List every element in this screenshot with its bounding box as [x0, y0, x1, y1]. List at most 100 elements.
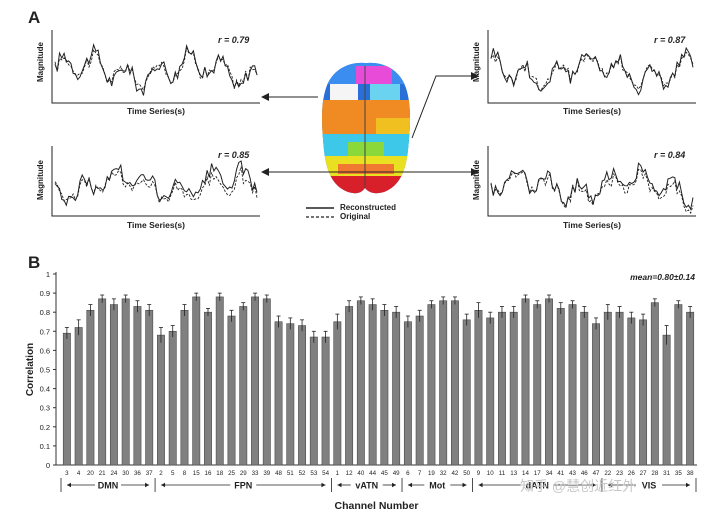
group-label: VIS: [642, 481, 657, 491]
legend-reconstructed: Reconstructed: [340, 203, 397, 212]
bar: [286, 323, 295, 466]
x-tick-label: 46: [581, 470, 588, 477]
x-tick-label: 28: [651, 470, 658, 477]
x-tick-label: 1: [336, 470, 340, 477]
bar: [345, 306, 354, 466]
x-tick-label: 18: [216, 470, 223, 477]
bar: [380, 309, 389, 466]
bar: [215, 296, 224, 466]
mean-annotation: mean=0.80±0.14: [630, 272, 695, 282]
watermark: 知乎 @慧创近红外: [520, 478, 637, 494]
bar: [521, 298, 530, 466]
bar: [545, 298, 553, 466]
bar: [568, 304, 577, 466]
group-arrowhead: [478, 482, 483, 488]
y-tick-label: 0.9: [40, 289, 50, 298]
bar: [157, 334, 165, 466]
correlation-label: r = 0.79: [218, 35, 250, 45]
x-tick-label: 34: [546, 470, 553, 477]
x-tick-label: 29: [240, 470, 247, 477]
bar: [121, 298, 130, 466]
x-tick-label: 44: [369, 470, 376, 477]
x-tick-label: 51: [287, 470, 294, 477]
time-series-plot: [487, 146, 696, 217]
x-axis-label: Time Series(s): [563, 106, 621, 116]
x-tick-label: 9: [477, 470, 481, 477]
bar: [650, 302, 659, 466]
original-series: [490, 51, 694, 92]
x-tick-label: 50: [463, 470, 470, 477]
x-tick-label: 21: [99, 470, 106, 477]
x-tick-label: 7: [418, 470, 422, 477]
time-series-panel-top-left: [51, 30, 260, 104]
x-tick-label: 13: [510, 470, 517, 477]
x-tick-label: 17: [534, 470, 541, 477]
axis-line: [487, 146, 696, 217]
bar: [415, 315, 424, 466]
bar: [403, 321, 412, 466]
x-tick-label: 10: [487, 470, 494, 477]
x-tick-label: 30: [122, 470, 129, 477]
group-arrowhead: [686, 482, 690, 488]
bar: [450, 300, 459, 466]
time-series-panel-bottom-right: [487, 146, 696, 217]
group-arrowhead: [161, 482, 166, 488]
y-axis-title: Correlation: [25, 343, 36, 396]
original-series: [54, 46, 258, 91]
time-series-plot: [51, 30, 260, 104]
x-axis-title: Channel Number: [334, 500, 418, 512]
bar: [62, 332, 71, 466]
group-arrowhead: [321, 482, 326, 488]
bar: [274, 321, 283, 466]
bar: [498, 311, 506, 466]
legend-original: Original: [340, 212, 371, 221]
bar: [98, 298, 107, 466]
bar: [192, 296, 201, 466]
bar: [298, 325, 307, 466]
x-tick-label: 35: [675, 470, 682, 477]
bar: [533, 304, 542, 466]
group-label: Mot: [429, 481, 445, 491]
bar: [133, 306, 142, 466]
group-arrowhead: [408, 482, 413, 488]
reconstructed-series: [490, 162, 694, 211]
y-tick-label: 0: [46, 461, 50, 470]
x-tick-label: 54: [322, 470, 329, 477]
group-label: DMN: [98, 481, 119, 491]
time-series-plot: [487, 30, 696, 104]
x-tick-label: 40: [357, 470, 364, 477]
reconstructed-series: [490, 46, 694, 96]
y-tick-label: 0.5: [40, 366, 50, 375]
bar: [627, 317, 636, 466]
y-tick-label: 0.2: [40, 423, 50, 432]
x-tick-label: 42: [451, 470, 458, 477]
x-tick-label: 5: [171, 470, 175, 477]
bar: [227, 315, 236, 466]
x-tick-label: 6: [406, 470, 410, 477]
axis-line: [51, 30, 260, 104]
x-tick-label: 43: [569, 470, 576, 477]
x-tick-label: 47: [593, 470, 600, 477]
x-tick-label: 39: [263, 470, 270, 477]
panel-a-label: A: [28, 8, 41, 27]
bar: [639, 319, 648, 466]
correlation-label: r = 0.84: [654, 150, 686, 160]
bar: [392, 311, 401, 466]
axis-line: [51, 146, 260, 217]
group-arrowhead: [337, 482, 342, 488]
axis-line: [487, 30, 696, 104]
bar: [615, 311, 624, 466]
x-tick-label: 12: [346, 470, 353, 477]
bar: [674, 304, 683, 466]
x-tick-label: 26: [628, 470, 635, 477]
x-tick-label: 8: [183, 470, 187, 477]
group-arrowhead: [67, 482, 71, 488]
y-tick-label: 0.4: [40, 385, 50, 394]
y-tick-label: 0.1: [40, 442, 50, 451]
group-arrowhead: [145, 482, 150, 488]
x-tick-label: 16: [205, 470, 212, 477]
original-series: [54, 166, 258, 205]
group-arrowhead: [591, 482, 596, 488]
bar: [309, 336, 318, 466]
